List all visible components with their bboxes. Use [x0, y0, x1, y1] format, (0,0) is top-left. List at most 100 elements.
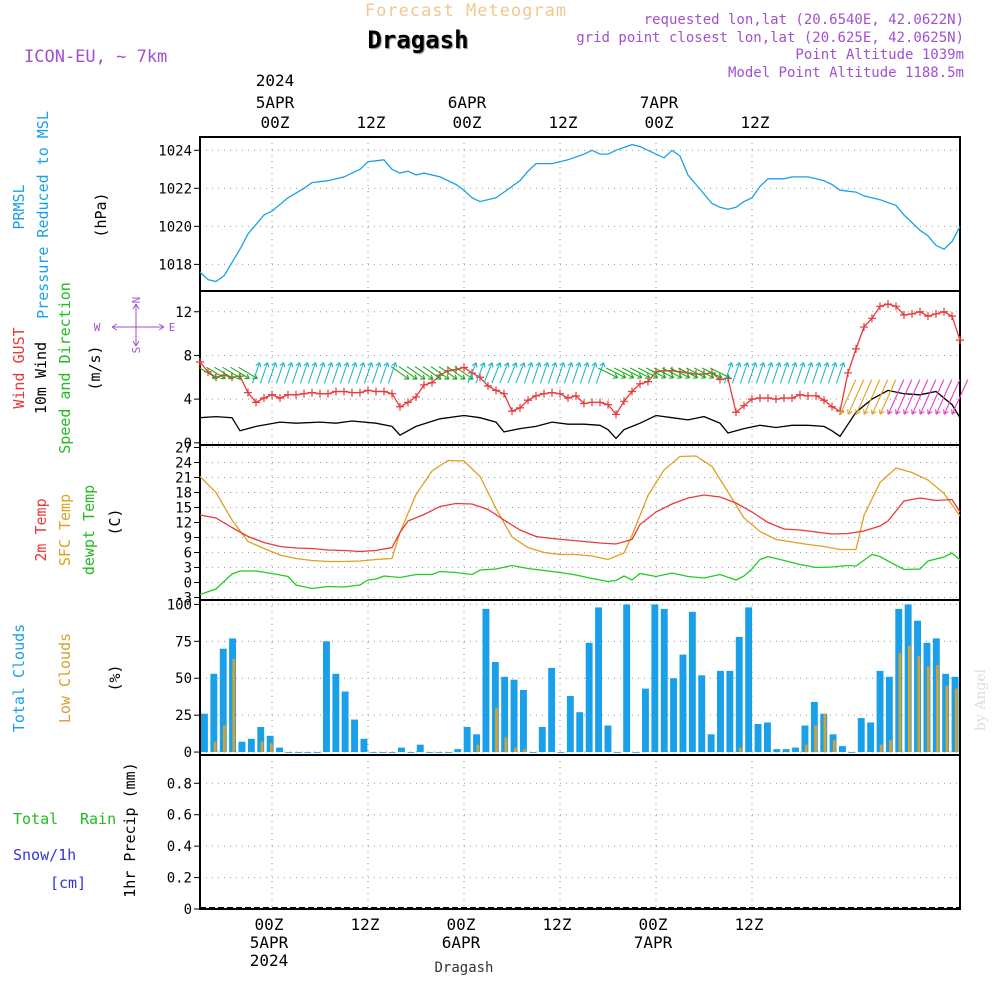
total-cloud-bar	[698, 675, 706, 753]
wind-direction-arrow	[747, 362, 758, 384]
total-cloud-bar	[642, 688, 649, 753]
wind-direction-arrow	[315, 362, 326, 384]
low-cloud-bar	[804, 744, 808, 753]
total-cloud-bar	[304, 752, 312, 753]
y-tick-label: 1022	[158, 181, 192, 197]
low-cloud-bar	[823, 713, 827, 753]
wind-gust-marker	[628, 387, 636, 396]
wind-gust-marker	[748, 395, 756, 404]
wind-gust-marker	[252, 398, 260, 407]
wind-direction-arrow	[230, 366, 250, 380]
p4-label-total: Total Clouds	[10, 624, 28, 732]
requested-coords: requested lon,lat (20.6540E, 42.0622N)	[644, 12, 964, 28]
compass-n: N	[130, 297, 143, 304]
wind-direction-arrow	[491, 362, 502, 384]
wind-direction-arrow	[267, 362, 278, 384]
wind-gust-marker	[356, 388, 364, 397]
p3-label-unit: (C)	[106, 508, 124, 535]
chart-marks: 101810201022102404812-303691215182124270…	[158, 71, 969, 970]
wind-direction-arrow	[259, 362, 270, 384]
wind-gust-marker	[460, 363, 468, 372]
wind-gust-marker	[324, 389, 332, 398]
wind-direction-arrow	[398, 366, 418, 380]
wind-gust-marker	[844, 368, 852, 377]
p5-label-cm: [cm]	[50, 874, 86, 892]
total-cloud-bar	[764, 722, 771, 752]
top-axis-label: 5APR	[256, 93, 295, 112]
wind-gust-marker	[268, 390, 276, 399]
low-cloud-bar	[495, 707, 498, 753]
p1-label-unit: (hPa)	[92, 192, 110, 237]
compass-arrows	[111, 303, 165, 347]
total-cloud-bar	[463, 727, 471, 753]
wind-direction-arrow	[935, 379, 953, 415]
wind-direction-arrow	[755, 362, 766, 384]
wind-direction-arrow	[613, 367, 635, 379]
wind-direction-arrow	[685, 367, 707, 379]
y-tick-label: 9	[184, 531, 192, 547]
wind-direction-arrow	[677, 367, 699, 379]
total-cloud-bar	[632, 752, 640, 753]
panel-pressure: 1018 1020 1022 1024	[158, 136, 961, 292]
bottom-axis-label: 12Z	[735, 915, 764, 934]
y-tick-label: 1020	[158, 219, 192, 235]
watermark: by Angel	[973, 668, 989, 731]
compass-legend: N S W E	[94, 297, 176, 354]
total-cloud-bar	[529, 752, 537, 753]
total-cloud-bar	[332, 673, 340, 752]
p4-label-unit: (%)	[106, 664, 124, 691]
wind-direction-arrow	[414, 366, 434, 380]
panel-clouds: 0 25 50 75 100	[167, 597, 961, 761]
total-cloud-bar	[782, 749, 790, 753]
wind-gust-marker	[548, 388, 556, 397]
p5-label-rain: Rain	[80, 810, 116, 828]
wind-direction-arrow	[771, 362, 782, 384]
y-tick-label: 21	[175, 471, 192, 487]
wind-gust-marker	[596, 398, 604, 407]
total-cloud-bar	[313, 752, 321, 753]
p5-label-total: Total	[13, 810, 58, 828]
wind-direction-arrow	[307, 362, 318, 384]
total-cloud-bar	[857, 718, 865, 753]
low-cloud-bar	[936, 665, 939, 753]
total-cloud-bar	[773, 749, 781, 753]
wind-direction-arrow	[839, 379, 857, 415]
wind-direction-arrow	[827, 362, 838, 384]
wind-gust-marker	[860, 323, 868, 332]
compass-w: W	[94, 321, 101, 334]
low-cloud-bar	[270, 743, 273, 753]
wind-gust-marker	[932, 309, 940, 318]
y-tick-label: 100	[167, 597, 192, 613]
point-altitude: Point Altitude 1039m	[795, 47, 964, 63]
total-cloud-bar	[801, 725, 809, 753]
total-cloud-bar	[566, 696, 574, 753]
wind-gust-marker	[852, 344, 860, 353]
wind-gust-marker	[556, 389, 564, 398]
y-tick-label: 0.8	[167, 776, 192, 792]
total-cloud-bar	[510, 679, 518, 752]
wind-gust-marker	[260, 394, 268, 403]
wind-direction-arrow	[847, 379, 865, 415]
compass-s: S	[130, 347, 143, 354]
wind-gust-marker	[340, 387, 348, 396]
wind-direction-arrow	[507, 362, 518, 384]
wind-direction-arrow	[363, 362, 374, 384]
wind-direction-arrow	[499, 362, 510, 384]
y-tick-label: 0.2	[167, 871, 192, 887]
wind-direction-arrow	[515, 362, 526, 384]
wind-direction-arrow	[597, 367, 619, 379]
wind-direction-arrow	[803, 362, 814, 384]
wind-gust-marker	[916, 307, 924, 316]
wind-gust-marker	[956, 336, 964, 345]
y-tick-label: 15	[175, 501, 192, 517]
y-tick-label: 4	[184, 392, 192, 408]
wind-gust-marker	[804, 391, 812, 400]
wind-gust-marker	[396, 402, 404, 411]
y-tick-label: 27	[175, 441, 192, 457]
forecast-title: Forecast Meteogram	[365, 1, 567, 21]
wind-direction-arrow	[446, 366, 466, 380]
wind-gust-marker	[508, 407, 516, 416]
total-cloud-bar	[369, 752, 377, 753]
wind-direction-arrow	[811, 362, 822, 384]
